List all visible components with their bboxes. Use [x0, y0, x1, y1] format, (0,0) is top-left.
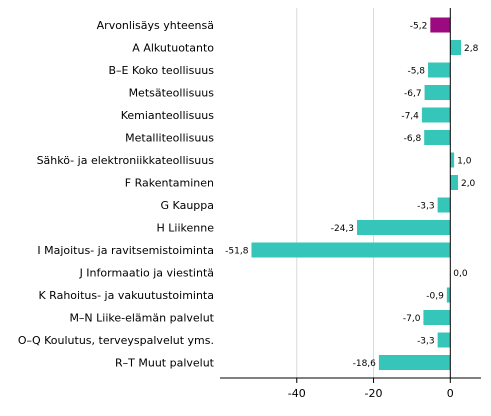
bar — [428, 62, 451, 78]
bar — [450, 175, 458, 190]
category-label: F Rakentaminen — [125, 177, 214, 190]
category-label: Kemianteollisuus — [121, 109, 215, 122]
category-label: M–N Liike-elämän palvelut — [69, 312, 214, 325]
value-label: -0,9 — [426, 292, 444, 302]
category-label: O–Q Koulutus, terveyspalvelut yms. — [18, 334, 214, 347]
category-label: H Liikenne — [157, 222, 215, 235]
bar — [437, 197, 451, 213]
value-label: -3,3 — [417, 337, 435, 347]
category-label: Metsäteollisuus — [129, 87, 215, 100]
value-label: 1,0 — [457, 157, 472, 167]
value-label: -3,3 — [417, 202, 435, 212]
bar — [450, 152, 455, 168]
category-label: I Majoitus- ja ravitsemistoiminta — [37, 244, 214, 257]
value-label: -5,8 — [407, 67, 425, 77]
value-label: -6,7 — [404, 89, 422, 99]
x-tick-label: -20 — [365, 387, 383, 400]
bars — [251, 17, 462, 370]
value-labels: -5,2 2,8 -5,8 -6,7 -7,4 -6,8 1,0 2,0 -3,3 -24,3 -5… — [225, 22, 478, 370]
bar — [430, 17, 451, 33]
value-label: -18,6 — [353, 359, 377, 369]
value-label: 0,0 — [453, 269, 468, 279]
value-label: -7,0 — [403, 314, 421, 324]
category-label: G Kauppa — [161, 199, 214, 212]
bar — [424, 85, 451, 100]
category-label: A Alkutuotanto — [132, 42, 214, 55]
value-label: -51,8 — [225, 247, 249, 257]
category-labels: Arvonlisäys yhteensä A Alkutuotanto B–E Ko… — [18, 19, 215, 370]
value-label: -5,2 — [410, 22, 428, 32]
category-label: Sähkö- ja elektroniikkateollisuus — [37, 154, 215, 167]
value-label: -6,8 — [404, 134, 422, 144]
bar — [251, 242, 451, 258]
category-label: K Rahoitus- ja vakuutustoiminta — [38, 289, 214, 302]
x-tick-label: 0 — [447, 387, 454, 400]
bar — [378, 355, 451, 370]
bar — [450, 40, 462, 55]
x-tick-labels: -40 -20 0 — [288, 378, 454, 400]
bar — [423, 310, 451, 325]
category-label: J Informaatio ja viestintä — [79, 267, 214, 280]
value-label: 2,0 — [461, 179, 476, 189]
bar — [437, 332, 451, 348]
x-tick-label: -40 — [288, 387, 306, 400]
bar — [421, 107, 451, 123]
value-label: -7,4 — [401, 112, 419, 122]
bar — [446, 287, 451, 303]
category-label: R–T Muut palvelut — [115, 357, 215, 370]
category-label: Metalliteollisuus — [125, 132, 214, 145]
bar — [424, 130, 451, 145]
value-label: -24,3 — [331, 224, 354, 234]
axes — [220, 8, 481, 379]
grid-lines — [296, 8, 375, 382]
category-label: Arvonlisäys yhteensä — [97, 19, 214, 32]
bar — [357, 220, 451, 235]
value-label: 2,8 — [464, 44, 479, 54]
category-label: B–E Koko teollisuus — [109, 64, 215, 77]
